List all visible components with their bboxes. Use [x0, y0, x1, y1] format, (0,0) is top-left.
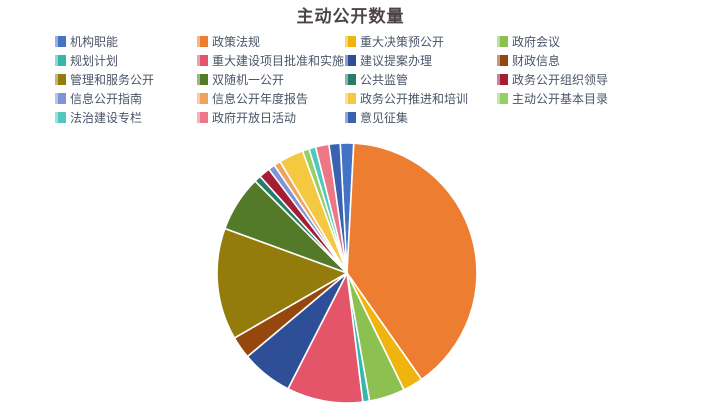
- legend-marker-icon: [497, 55, 508, 66]
- pie-slice[interactable]: [287, 272, 364, 404]
- legend-item-label: 重大决策预公开: [360, 34, 445, 49]
- legend-marker-icon: [55, 36, 66, 47]
- legend-marker-icon: [197, 93, 208, 104]
- legend-item[interactable]: 信息公开指南: [55, 89, 197, 108]
- legend-item-label: 政策法规: [212, 34, 261, 49]
- legend-item-label: 规划计划: [70, 53, 119, 68]
- legend-item-label: 双随机一公开: [212, 72, 285, 87]
- legend-item[interactable]: 政务公开推进和培训: [345, 89, 497, 108]
- legend-marker-icon: [197, 74, 208, 85]
- legend-item[interactable]: 机构职能: [55, 32, 197, 51]
- pie-slice[interactable]: [346, 142, 478, 381]
- legend-item-label: 法治建设专栏: [70, 110, 143, 125]
- legend-item[interactable]: 公共监管: [345, 70, 497, 89]
- legend-item[interactable]: 建议提案办理: [345, 51, 497, 70]
- legend-item[interactable]: 重大建设项目批准和实施: [197, 51, 345, 70]
- legend-item[interactable]: 规划计划: [55, 51, 197, 70]
- legend-marker-icon: [55, 55, 66, 66]
- legend-marker-icon: [197, 36, 208, 47]
- legend-marker-icon: [197, 112, 208, 123]
- legend-item-label: 主动公开基本目录: [512, 91, 609, 106]
- legend-item[interactable]: 主动公开基本目录: [497, 89, 655, 108]
- legend-item[interactable]: 政府会议: [497, 32, 655, 51]
- legend-item[interactable]: 财政信息: [497, 51, 655, 70]
- legend-marker-icon: [197, 55, 208, 66]
- legend-item[interactable]: 双随机一公开: [197, 70, 345, 89]
- legend-marker-icon: [345, 112, 356, 123]
- legend-item[interactable]: 信息公开年度报告: [197, 89, 345, 108]
- legend-marker-icon: [55, 74, 66, 85]
- legend-marker-icon: [497, 93, 508, 104]
- pie-legend: 机构职能 政策法规 重大决策预公开 政府会议 规划计划 重大建设项目批准和实施 …: [55, 32, 655, 127]
- legend-item[interactable]: 政府开放日活动: [197, 108, 345, 127]
- legend-item[interactable]: 政策法规: [197, 32, 345, 51]
- legend-item-label: 重大建设项目批准和实施: [212, 53, 345, 68]
- pie-slice[interactable]: [328, 142, 348, 274]
- legend-item-label: 财政信息: [512, 53, 561, 68]
- legend-marker-icon: [55, 112, 66, 123]
- legend-marker-icon: [345, 93, 356, 104]
- legend-item-label: 公共监管: [360, 72, 409, 87]
- legend-item[interactable]: 重大决策预公开: [345, 32, 497, 51]
- chart-title: 主动公开数量: [296, 7, 405, 26]
- legend-item-label: 管理和服务公开: [70, 72, 155, 87]
- legend-marker-icon: [55, 93, 66, 104]
- legend-marker-icon: [345, 55, 356, 66]
- legend-marker-icon: [497, 36, 508, 47]
- legend-item-label: 政府会议: [512, 34, 561, 49]
- legend-item-label: 建议提案办理: [360, 53, 433, 68]
- legend-marker-icon: [497, 74, 508, 85]
- pie-slice[interactable]: [216, 227, 348, 339]
- legend-item-label: 政务公开推进和培训: [360, 91, 469, 106]
- legend-item-label: 机构职能: [70, 34, 119, 49]
- legend-item[interactable]: 管理和服务公开: [55, 70, 197, 89]
- legend-item-label: 政府开放日活动: [212, 110, 297, 125]
- legend-item-label: 政务公开组织领导: [512, 72, 609, 87]
- legend-marker-icon: [345, 74, 356, 85]
- legend-item[interactable]: 意见征集: [345, 108, 497, 127]
- legend-item-label: 信息公开年度报告: [212, 91, 309, 106]
- legend-item-label: 意见征集: [360, 110, 409, 125]
- legend-marker-icon: [345, 36, 356, 47]
- legend-item-label: 信息公开指南: [70, 91, 143, 106]
- legend-item[interactable]: 政务公开组织领导: [497, 70, 655, 89]
- legend-item[interactable]: 法治建设专栏: [55, 108, 197, 127]
